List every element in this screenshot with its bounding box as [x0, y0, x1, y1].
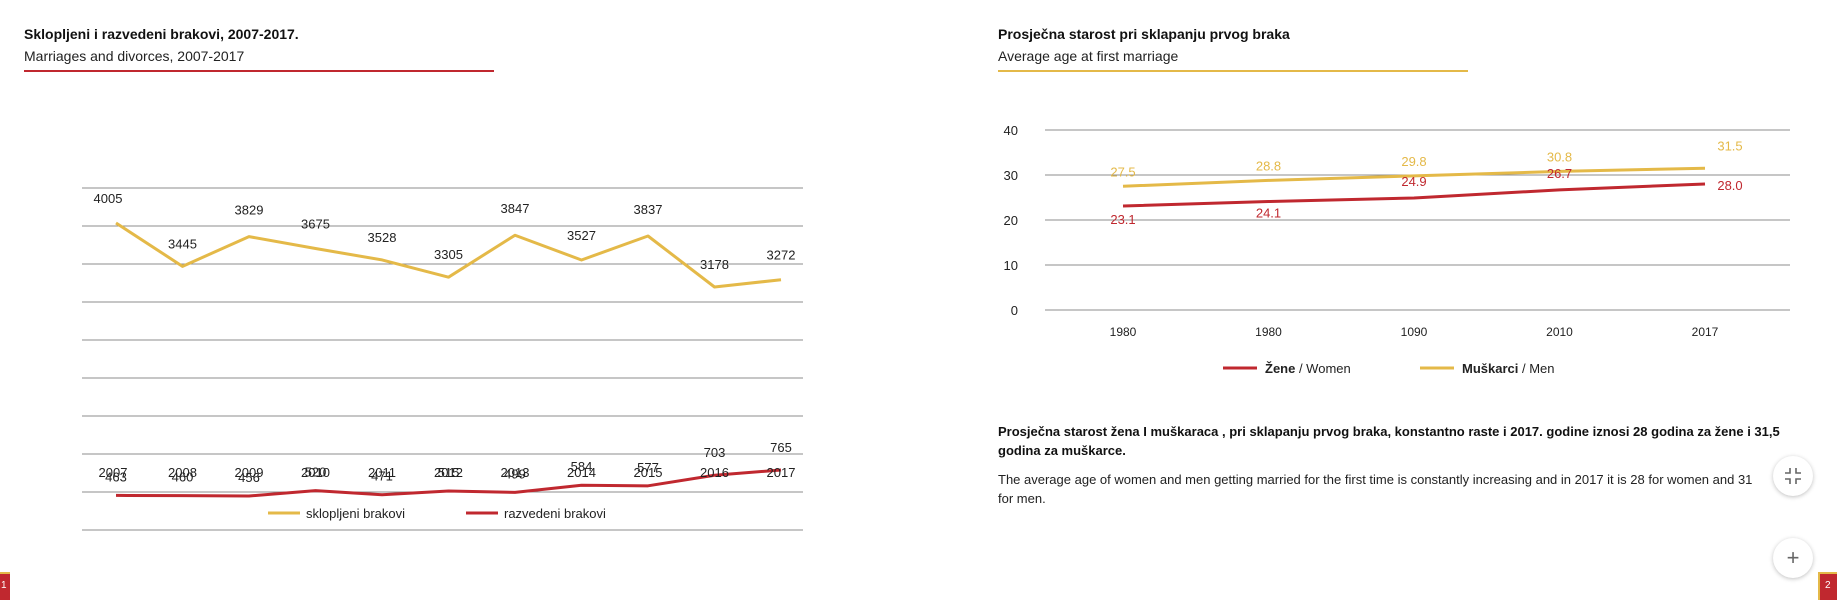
- legend-label-women: Žene / Women: [1265, 361, 1351, 376]
- series-line-marriages: [115, 221, 782, 289]
- data-label: 471: [371, 469, 393, 484]
- data-label: 3527: [567, 228, 596, 243]
- x-tick-label: 2017: [767, 465, 796, 480]
- data-label: 499: [504, 466, 526, 481]
- x-tick-label: 2009: [235, 465, 264, 480]
- x-tick-label: 1090: [1401, 325, 1428, 339]
- x-tick-label: 2007: [99, 465, 128, 480]
- data-label: 31.5: [1717, 138, 1742, 153]
- x-tick-label: 2008: [168, 465, 197, 480]
- plus-icon: +: [1786, 545, 1800, 570]
- legend-label-bold: Muškarci: [1462, 361, 1518, 376]
- data-label: 28.8: [1256, 158, 1281, 173]
- legend-label-bold: Žene: [1265, 361, 1295, 376]
- data-label: 3837: [634, 202, 663, 217]
- data-label: 577: [637, 460, 659, 475]
- data-label: 3178: [700, 257, 729, 272]
- data-label: 3847: [501, 201, 530, 216]
- x-tick-label: 1980: [1255, 325, 1282, 339]
- data-label: 4005: [94, 191, 123, 206]
- data-label: 3675: [301, 217, 330, 232]
- x-tick-label: 2010: [1546, 325, 1573, 339]
- series-line-divorces: [115, 468, 782, 498]
- x-tick-label: 2015: [634, 465, 663, 480]
- page-number-right: 2: [1825, 580, 1831, 591]
- x-tick-label: 2013: [501, 465, 530, 480]
- data-label: 30.8: [1547, 149, 1572, 164]
- data-label: 3829: [235, 203, 264, 218]
- x-tick-label: 2017: [1692, 325, 1719, 339]
- x-tick-label: 1980: [1110, 325, 1137, 339]
- marriages-divorces-chart: 4005 3445 3829 3675 3528 3305 3847 3527 3837 3178…: [82, 187, 803, 531]
- data-label: 24.1: [1256, 206, 1281, 221]
- data-label: 515: [438, 465, 460, 480]
- series-line-men: [1122, 166, 1706, 188]
- data-label: 29.8: [1401, 154, 1426, 169]
- data-label: 27.5: [1110, 164, 1135, 179]
- right-title-rule: [998, 70, 1468, 72]
- data-label: 463: [105, 469, 127, 484]
- page-number-left: 1: [1, 580, 7, 591]
- data-label: 26.7: [1547, 166, 1572, 181]
- legend-label-rest: / Men: [1518, 361, 1554, 376]
- series-line-women: [1122, 182, 1706, 208]
- y-tick-label: 20: [1004, 213, 1018, 228]
- left-title-rule: [24, 70, 494, 72]
- zoom-in-button[interactable]: +: [1773, 538, 1813, 578]
- data-label: 24.9: [1401, 174, 1426, 189]
- data-label: 28.0: [1717, 178, 1742, 193]
- data-label: 460: [172, 470, 194, 485]
- data-label: 765: [770, 440, 792, 455]
- data-label: 703: [704, 445, 726, 460]
- data-label: 3305: [434, 247, 463, 262]
- data-label: 3528: [368, 230, 397, 245]
- legend-label-men: Muškarci / Men: [1462, 361, 1555, 376]
- data-label: 3445: [168, 236, 197, 251]
- page-corner-left: 1: [0, 572, 10, 600]
- data-label: 23.1: [1110, 212, 1135, 227]
- y-tick-label: 40: [1004, 123, 1018, 138]
- first-marriage-age-chart: 0 10 20 30 40 23.1 24.1 24.9 26.7 28.0 27.5 28.8 29.…: [1004, 123, 1790, 376]
- page-corner-right: 2: [1818, 572, 1837, 600]
- summary-paragraph-en: The average age of women and men getting…: [998, 472, 1753, 506]
- y-tick-label: 0: [1011, 303, 1018, 318]
- x-tick-label: 2010: [301, 465, 330, 480]
- collapse-button[interactable]: [1773, 456, 1813, 496]
- left-chart-title: Sklopljeni i razvedeni brakovi, 2007-201…: [24, 26, 299, 42]
- data-label: 520: [305, 465, 327, 480]
- data-label: 456: [238, 470, 260, 485]
- x-tick-label: 2014: [567, 465, 596, 480]
- data-label: 584: [571, 459, 593, 474]
- right-chart-title: Prosječna starost pri sklapanju prvog br…: [998, 26, 1290, 42]
- legend-label-divorces: razvedeni brakovi: [504, 506, 606, 521]
- x-tick-label: 2012: [434, 465, 463, 480]
- x-tick-label: 2016: [700, 465, 729, 480]
- legend-label-marriages: sklopljeni brakovi: [306, 506, 405, 521]
- right-chart-subtitle: Average age at first marriage: [998, 48, 1179, 64]
- summary-paragraph-bs: Prosječna starost žena I muškaraca , pri…: [998, 424, 1780, 458]
- y-tick-label: 30: [1004, 168, 1018, 183]
- x-tick-label: 2011: [368, 465, 396, 480]
- y-tick-label: 10: [1004, 258, 1018, 273]
- data-label: 3272: [767, 248, 796, 263]
- legend-label-rest: / Women: [1295, 361, 1350, 376]
- collapse-icon: [1785, 468, 1801, 484]
- left-chart-subtitle: Marriages and divorces, 2007-2017: [24, 48, 245, 64]
